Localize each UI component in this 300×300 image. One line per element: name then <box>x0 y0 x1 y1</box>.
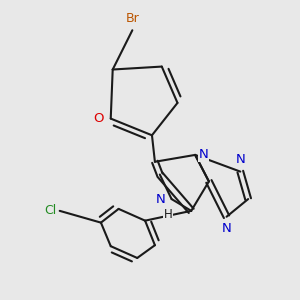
Text: N: N <box>156 193 166 206</box>
Text: N: N <box>236 153 245 166</box>
Text: O: O <box>93 112 104 125</box>
Text: N: N <box>222 222 231 235</box>
Text: Cl: Cl <box>44 204 56 218</box>
Text: H: H <box>164 208 172 221</box>
Text: N: N <box>199 148 208 161</box>
Text: Br: Br <box>125 12 139 25</box>
